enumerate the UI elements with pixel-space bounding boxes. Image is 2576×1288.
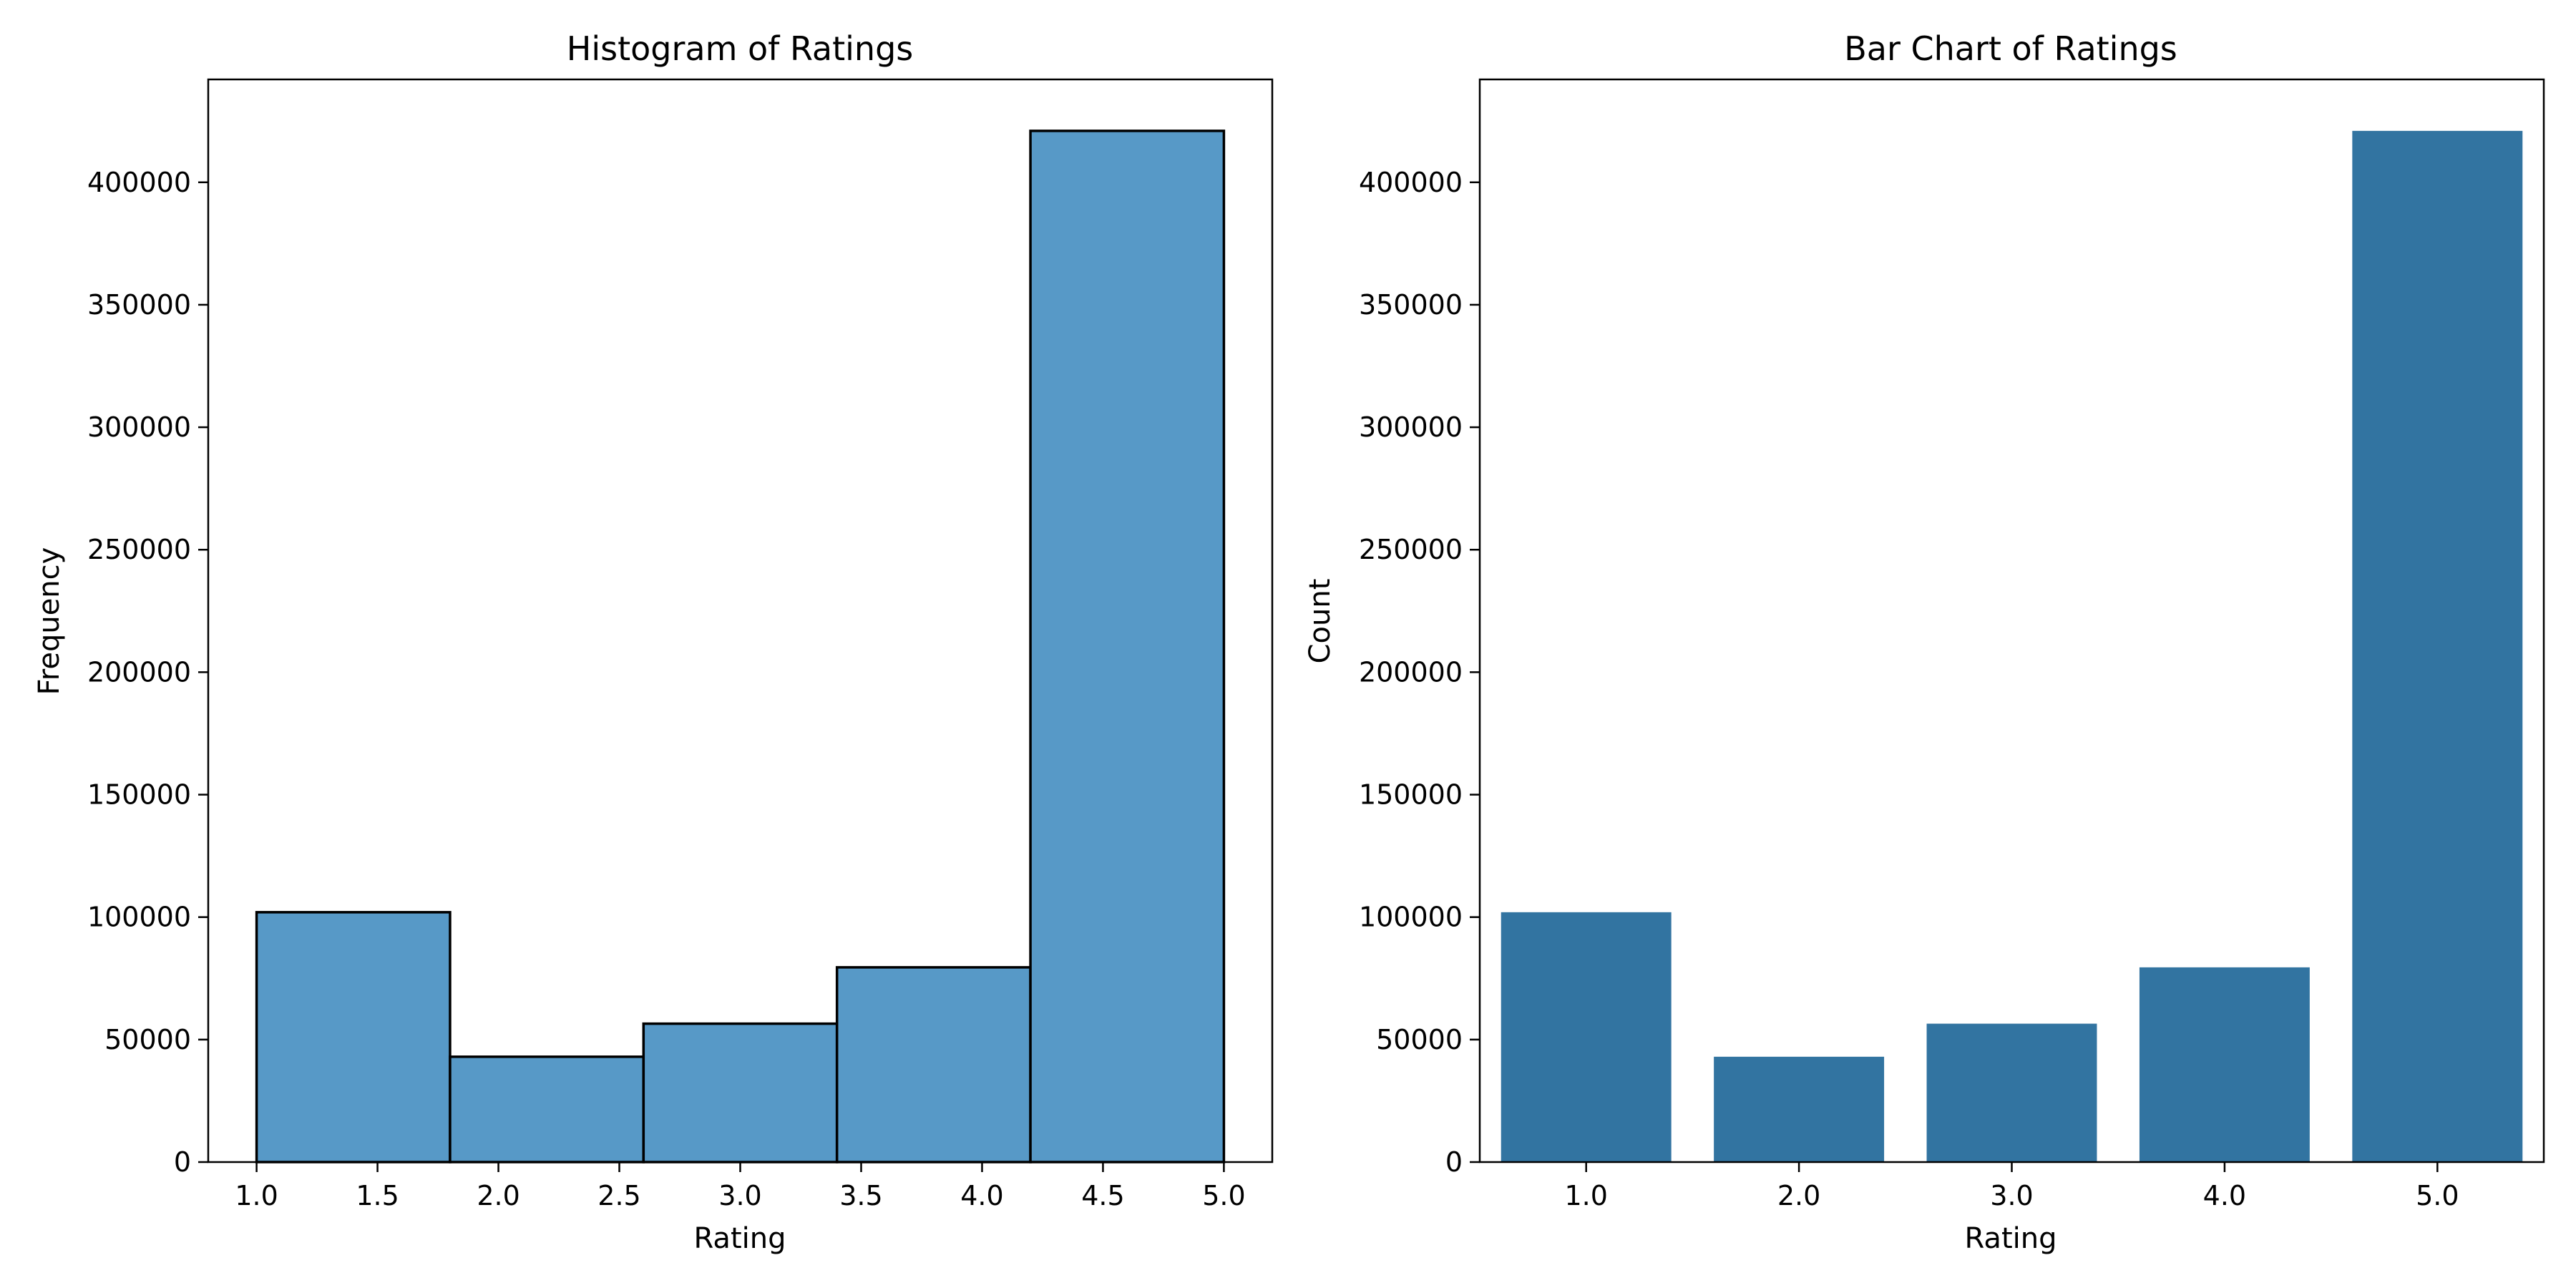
bar-chart-x-ticks: 1.0 2.0 3.0 4.0 5.0 — [1564, 1162, 2459, 1211]
histogram-x-tick-label: 4.5 — [1081, 1180, 1124, 1211]
histogram-y-tick-label: 200000 — [87, 656, 191, 688]
bar-chart-y-tick-label: 100000 — [1359, 902, 1463, 933]
histogram-y-ticks: 0 50000 100000 150000 200000 250000 300000 3500… — [87, 167, 208, 1178]
bar-chart-title: Bar Chart of Ratings — [1844, 29, 2177, 68]
histogram-y-tick-label: 300000 — [87, 411, 191, 443]
bar-chart-x-tick-label: 3.0 — [1990, 1180, 2033, 1211]
histogram-bar — [835, 966, 1032, 1163]
histogram-x-tick-label: 3.0 — [718, 1180, 761, 1211]
histogram-x-tick-label: 5.0 — [1202, 1180, 1245, 1211]
bar-chart-y-tick-label: 150000 — [1359, 779, 1463, 811]
bar-chart-bar — [2139, 967, 2310, 1162]
histogram-axes-frame — [207, 78, 1274, 1163]
histogram-bar — [642, 1022, 839, 1163]
histogram-x-tick-label: 2.5 — [597, 1180, 640, 1211]
histogram-y-tick-label: 100000 — [87, 902, 191, 933]
bar-chart-y-tick-label: 300000 — [1359, 411, 1463, 443]
bar-chart-y-ticks: 0 50000 100000 150000 200000 250000 300000 3500… — [1359, 167, 1480, 1178]
histogram-x-tick-label: 1.0 — [235, 1180, 278, 1211]
histogram-x-tick-label: 1.5 — [356, 1180, 399, 1211]
histogram-bars — [255, 130, 1226, 1163]
bar-chart-x-tick-label: 2.0 — [1777, 1180, 1820, 1211]
bar-chart-axes-frame — [1478, 78, 2545, 1163]
histogram-x-ticks: 1.0 1.5 2.0 2.5 3.0 3.5 4.0 4.5 5.0 — [235, 1162, 1246, 1211]
bar-chart-bar — [1926, 1023, 2097, 1162]
bar-chart-y-tick-label: 350000 — [1359, 289, 1463, 321]
histogram-bar — [449, 1055, 645, 1163]
histogram-y-tick-label: 400000 — [87, 167, 191, 198]
bar-chart-x-axis-label: Rating — [1965, 1222, 2057, 1255]
bar-chart-y-tick-label: 250000 — [1359, 534, 1463, 565]
bar-chart-panel: Bar Chart of Ratings 0 50000 100000 150000 2… — [1304, 29, 2545, 1255]
histogram-x-axis-label: Rating — [694, 1222, 786, 1255]
histogram-title: Histogram of Ratings — [567, 29, 913, 68]
bar-chart-x-tick-label: 4.0 — [2203, 1180, 2246, 1211]
histogram-y-tick-label: 250000 — [87, 534, 191, 565]
histogram-bar — [1029, 130, 1226, 1163]
histogram-y-tick-label: 0 — [174, 1146, 191, 1178]
histogram-x-tick-label: 4.0 — [960, 1180, 1003, 1211]
bar-chart-bar — [1501, 912, 1672, 1162]
histogram-y-tick-label: 350000 — [87, 289, 191, 321]
histogram-y-tick-label: 50000 — [104, 1024, 191, 1055]
bar-chart-x-tick-label: 1.0 — [1564, 1180, 1607, 1211]
bar-chart-y-tick-label: 400000 — [1359, 167, 1463, 198]
bar-chart-y-tick-label: 200000 — [1359, 656, 1463, 688]
bar-chart-bar — [1714, 1056, 1885, 1162]
bar-chart-y-axis-label: Count — [1304, 579, 1337, 664]
bar-chart-y-tick-label: 50000 — [1376, 1024, 1463, 1055]
histogram-bar — [255, 911, 452, 1163]
bar-chart-x-tick-label: 5.0 — [2416, 1180, 2459, 1211]
histogram-y-axis-label: Frequency — [33, 547, 66, 696]
histogram-x-tick-label: 2.0 — [477, 1180, 519, 1211]
histogram-y-tick-label: 150000 — [87, 779, 191, 811]
bar-chart-bar — [2352, 130, 2523, 1162]
histogram-panel: Histogram of Ratings 0 50000 100000 150000 2… — [33, 29, 1274, 1255]
bar-chart-bars — [1501, 130, 2523, 1162]
bar-chart-y-tick-label: 0 — [1445, 1146, 1463, 1178]
histogram-x-tick-label: 3.5 — [839, 1180, 882, 1211]
